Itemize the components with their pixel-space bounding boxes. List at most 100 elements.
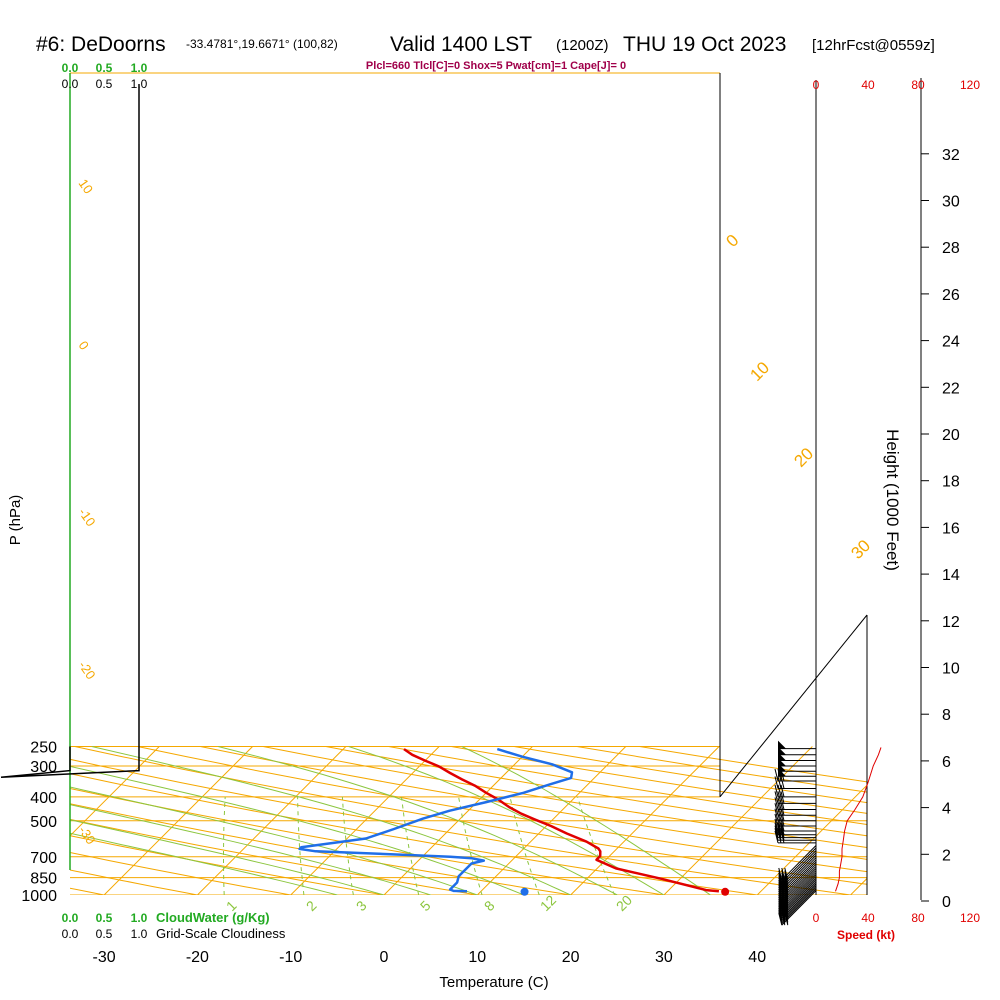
wind-barb-feather <box>777 784 782 797</box>
height-tick-label: 2 <box>942 847 951 864</box>
cloudiness-line <box>0 84 140 778</box>
mixing-ratio-line <box>341 796 354 895</box>
wind-barb-feather <box>774 808 779 821</box>
temperature-tick-label: -30 <box>93 949 116 966</box>
height-tick-label: 0 <box>942 894 951 911</box>
wind-barb-feather <box>780 830 785 844</box>
dry-adiabat-line <box>70 835 385 895</box>
pressure-tick-label: 250 <box>30 740 57 757</box>
wind-barb-feather <box>780 776 785 789</box>
wind-barb-feather <box>774 784 779 797</box>
height-tick-label: 30 <box>942 194 960 211</box>
cloud-tick-bottom: 0.0 <box>62 911 79 925</box>
dry-adiabat-line <box>137 746 867 873</box>
dry-adiabat-line <box>200 746 867 860</box>
moist-adiabat-line <box>70 832 338 895</box>
cloudiness-tick-top: 1.0 <box>131 77 148 91</box>
height-tick-label: 28 <box>942 240 960 257</box>
mixing-ratio-label: 3 <box>353 897 370 914</box>
mixing-ratio-label: 2 <box>303 897 320 914</box>
height-tick-label: 32 <box>942 147 960 164</box>
speed-tick-top: 0 <box>813 78 820 92</box>
surface-temperature-dot <box>721 887 730 896</box>
height-axis-label: Height (1000 Feet) <box>883 429 902 571</box>
theta-label: 0 <box>722 231 742 251</box>
moist-adiabat-line <box>70 765 525 895</box>
temperature-tick-label: 30 <box>655 949 673 966</box>
mixing-ratio-line <box>509 796 540 895</box>
theta-label: 20 <box>790 444 817 471</box>
wind-barb-feather <box>777 822 782 835</box>
isotherm-label: 10 <box>76 176 97 196</box>
mixing-ratio-label: 20 <box>613 892 635 914</box>
theta-label: 10 <box>746 358 773 385</box>
wind-barb-feather <box>780 808 785 821</box>
temperature-line <box>403 748 720 893</box>
x-axis-label: Temperature (C) <box>439 974 548 991</box>
wind-barb-feather <box>780 825 785 838</box>
wind-barb-feather <box>777 808 782 821</box>
temperature-tick-label: 10 <box>468 949 486 966</box>
wind-barb-feather <box>784 872 789 886</box>
dry-adiabat-line <box>70 787 664 895</box>
wind-barb-feather <box>778 890 783 904</box>
mixing-ratio-line <box>458 796 483 895</box>
moist-adiabat-line <box>217 746 618 895</box>
speed-tick-top: 80 <box>911 78 925 92</box>
theta-label: 30 <box>847 536 874 563</box>
forecast-date: THU 19 Oct 2023 <box>623 33 786 56</box>
pressure-tick-label: 850 <box>30 871 57 888</box>
cloud-tick-top: 0.5 <box>96 61 113 75</box>
cloud-tick-top: 0.0 <box>62 61 79 75</box>
mixing-ratio-line <box>297 796 305 895</box>
wind-barb <box>781 845 817 881</box>
height-tick-label: 6 <box>942 754 951 771</box>
dry-adiabat-line <box>70 869 198 895</box>
pressure-tick-label: 300 <box>30 759 57 776</box>
wind-barb-feather <box>780 822 785 835</box>
grid-lines <box>70 746 1000 895</box>
wind-barb-feather <box>784 877 789 890</box>
cloud-tick-top: 1.0 <box>131 61 148 75</box>
wind-barb-feather <box>774 791 779 804</box>
stability-params: Plcl=660 Tlcl[C]=0 Shox=5 Pwat[cm]=1 Cap… <box>366 60 626 72</box>
cloudiness-tick-bottom: 0.5 <box>96 927 113 941</box>
wind-barb-feather <box>778 882 783 895</box>
cloud-water-label: CloudWater (g/Kg) <box>156 910 270 925</box>
isotherm-label: 0 <box>76 338 92 353</box>
wind-barb-feather <box>777 830 782 844</box>
moist-adiabat-line <box>91 746 571 895</box>
wind-barb-feather <box>780 784 785 797</box>
cloudiness-tick-top: 0.0 <box>62 77 79 91</box>
isotherm-line <box>103 746 253 895</box>
sounding-data <box>0 84 882 926</box>
cloudiness-tick-bottom: 0.0 <box>62 927 79 941</box>
speed-tick-bottom: 40 <box>861 911 875 925</box>
dry-adiabat-line <box>576 746 867 793</box>
wind-barb-feather <box>778 888 783 901</box>
dry-adiabat-line <box>70 803 571 895</box>
wind-barb-feather <box>774 813 779 827</box>
dry-adiabat-line <box>325 746 867 837</box>
wind-barb-feather <box>774 822 779 835</box>
isotherm-line <box>197 746 347 895</box>
wind-barb-feather <box>784 867 789 881</box>
dry-adiabat-line <box>70 773 758 895</box>
isotherm-line <box>476 746 627 895</box>
height-tick-label: 22 <box>942 380 960 397</box>
wind-barb-feather <box>784 870 789 883</box>
wind-barb-feather <box>780 813 785 827</box>
temperature-tick-label: 0 <box>380 949 389 966</box>
frame-diagonal <box>719 614 868 798</box>
mixing-ratio-label: 8 <box>481 897 498 914</box>
moist-adiabat-line <box>348 746 665 895</box>
isotherm-line <box>944 747 1000 895</box>
speed-tick-bottom: 80 <box>911 911 925 925</box>
wind-barb-feather <box>774 768 779 782</box>
wind-barb-feather <box>774 825 779 838</box>
wind-barb-feather <box>778 879 783 893</box>
temperature-tick-label: -20 <box>186 949 209 966</box>
pressure-tick-label: 500 <box>30 814 57 831</box>
